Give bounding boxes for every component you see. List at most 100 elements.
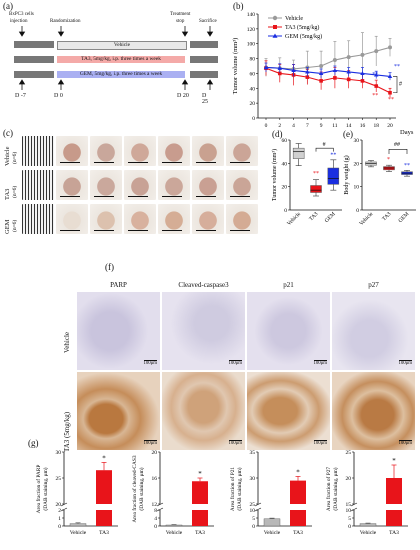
axis-break	[254, 502, 262, 507]
y-tick-label: 10	[250, 508, 256, 514]
photo-scale-bar	[162, 162, 182, 163]
series-line	[265, 66, 391, 77]
x-tick-label: TA3	[389, 530, 399, 536]
y-tick-label: 20	[282, 185, 288, 191]
y-tick-label: 25	[346, 450, 352, 456]
sig-bracket	[388, 149, 408, 154]
pre-bar-vehicle	[14, 41, 54, 48]
axis-break	[156, 502, 164, 507]
panel-e-label: (e)	[343, 129, 353, 139]
y-tick-label: 30	[354, 138, 360, 144]
ihc-scale-bar: 100μm	[398, 360, 412, 366]
y-axis-label-line2: (DAB staining, μm)	[332, 467, 339, 510]
y-axis-label-line1: Area fraction of cleaved-CAS3	[131, 455, 138, 523]
day-25: D 25	[202, 93, 208, 105]
sig-star: *	[392, 457, 396, 465]
series-line	[265, 67, 391, 94]
x-tick-label: 18	[373, 123, 379, 129]
legend-label: GEM (5mg/kg)	[285, 33, 322, 40]
bar-upper	[192, 481, 208, 504]
bar-lower	[192, 510, 208, 526]
photo-scale-bar	[230, 162, 250, 163]
x-tick-label: TA3	[99, 530, 109, 536]
sig-star: *	[296, 468, 300, 476]
x-tick-label: Vehicle	[360, 530, 377, 536]
ihc-col-cleaved-caspase3: Cleaved-caspase3	[178, 281, 229, 289]
bar-upper	[290, 480, 306, 504]
timeline-arrows	[18, 26, 214, 90]
x-tick-label: TA3	[381, 211, 392, 222]
x-tick-label: 4	[292, 123, 295, 129]
legend-marker	[272, 33, 278, 38]
photo-scale-bar	[60, 196, 80, 197]
box	[310, 185, 322, 193]
ihc-row-vehicle: Vehicle	[63, 332, 71, 353]
photo-scale-bar	[196, 162, 216, 163]
axis-break	[60, 502, 68, 507]
data-point	[346, 55, 351, 60]
chart-g1-parp: 0 1 220 25 30 Area fraction of PARP (DAB stain…	[35, 450, 118, 536]
ihc-image: 100μm	[247, 372, 330, 450]
y-tick-label: 20	[250, 101, 256, 107]
x-tick-label: TA3	[308, 211, 319, 222]
post-bar-ta3	[190, 56, 218, 63]
photo-row-label: TA3	[4, 188, 11, 200]
data-point	[374, 72, 379, 77]
data-point	[318, 71, 324, 76]
axis-break	[254, 507, 262, 512]
photo-scale-bar	[60, 230, 80, 231]
tumor-photo	[226, 136, 258, 166]
photo-scale-bar	[128, 230, 148, 231]
ihc-image: 100μm	[332, 372, 415, 450]
y-tick-label: 8	[154, 508, 157, 514]
box	[327, 167, 340, 185]
x-tick-label: TA3	[195, 530, 205, 536]
y-axis-label: Body weight (g)	[343, 155, 350, 194]
x-tick-label: GEM	[324, 211, 337, 224]
x-tick-label: 0	[265, 123, 268, 129]
ihc-col-parp: PARP	[110, 281, 127, 289]
y-tick-label: 100	[247, 42, 256, 48]
x-tick-label: 11	[332, 123, 338, 129]
y-axis-label-line1: Area fraction of PARP	[35, 465, 42, 514]
pre-bar-ta3	[14, 56, 54, 63]
panel-c: (c) Vehicle (n=6) TA3 (n=6) GEM (n=6)	[0, 128, 262, 238]
tumor-photo	[56, 170, 88, 200]
ihc-scale-bar: 100μm	[313, 360, 327, 366]
data-point	[388, 45, 392, 50]
tumor-photo	[124, 204, 156, 234]
axis-break	[156, 507, 164, 512]
bar-lower	[386, 510, 402, 526]
data-point	[333, 76, 337, 80]
tumor-photo	[226, 170, 258, 200]
y-tick-label: 2	[58, 508, 61, 514]
sig-ta3: *	[387, 157, 390, 163]
photo-scale-bar	[94, 196, 114, 197]
x-tick-label: GEM	[398, 211, 411, 224]
data-point	[360, 52, 365, 57]
chart-b-tumor-volume: 0 20 40 60 80 100 120 140 0 2 4 7 9 11 14 16 18 20 Days Tum…	[232, 12, 414, 136]
y-axis-label: Tumor volume (mm³)	[232, 38, 239, 95]
y-tick-label: 5	[252, 516, 255, 522]
y-tick-label: 10	[346, 508, 352, 514]
x-tick-label: 9	[320, 123, 323, 129]
event-stop: stop	[176, 19, 185, 24]
photo-scale-bar	[162, 196, 182, 197]
arm-ta3-bar: TA3, 5mg/kg, i.p. three times a week	[57, 56, 185, 63]
x-tick-label: 20	[387, 123, 393, 129]
event-treatment: Treatment	[170, 12, 191, 17]
axis-break	[60, 507, 68, 512]
sig-gem-18: **	[372, 72, 378, 78]
y-tick-label: 60	[250, 71, 256, 77]
y-axis-label-line1: Area fraction of P21	[229, 467, 236, 511]
y-tick-label: 40	[250, 86, 256, 92]
y-axis-label-line2: (DAB staining, μm)	[138, 467, 145, 510]
legend-marker	[273, 25, 277, 29]
day-minus7: D -7	[15, 93, 26, 99]
y-tick-label: 0	[252, 524, 255, 530]
y-tick-label: 20	[152, 450, 158, 456]
y-tick-label: 20	[56, 502, 62, 508]
y-tick-label: 1	[58, 516, 61, 522]
x-tick-label: Vehicle	[264, 530, 281, 536]
